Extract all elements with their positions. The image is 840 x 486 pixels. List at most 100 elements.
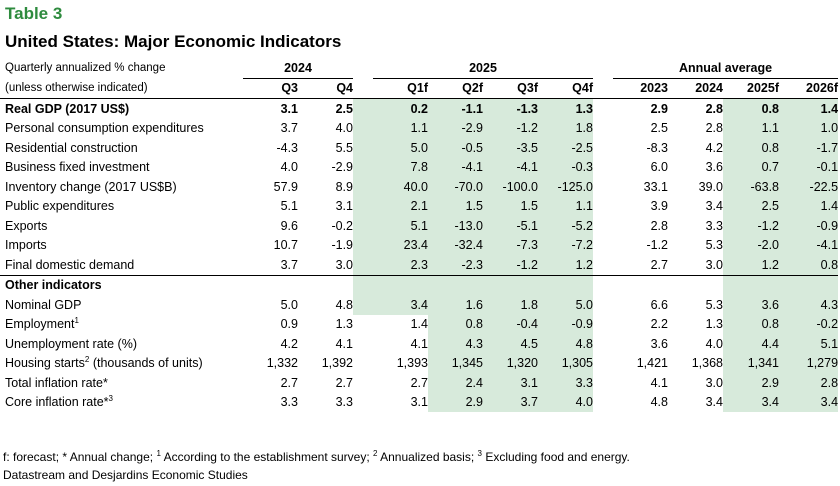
cell-value: 1.3 [538,98,593,119]
cell-value: 2.5 [335,101,353,116]
group-2025: 2025 [373,58,593,79]
cell-value: -7.3 [483,235,538,255]
cell-value: -70.0 [428,177,483,197]
cell-value: 4.8 [650,395,668,410]
cell-value: 6.6 [650,297,668,312]
cell-value: 2.8 [650,218,668,233]
row-label: Nominal GDP [5,297,82,312]
cell-value: 3.0 [705,375,723,390]
cell-value: 3.6 [650,336,668,351]
cell-value: 2.9 [428,392,483,412]
row-label: Core inflation rate*3 [5,394,113,410]
cell-value: 1.4 [410,317,428,332]
cell-value: 3.3 [705,218,723,233]
header-note-2: (unless otherwise indicated) [0,78,243,99]
cell-value: 5.0 [538,295,593,315]
cell-value: 4.0 [705,336,723,351]
cell-value: -7.2 [538,235,593,255]
table-row: Residential construction -4.3 5.5 5.0 -0.5 -3… [0,138,839,158]
cell-value: 2.7 [280,375,298,390]
table-row: Total inflation rate* 2.7 2.7 2.7 2.4 3.1 3.3 4… [0,373,839,393]
cell-value: 3.0 [668,255,723,276]
indicators-table: Quarterly annualized % change 2024 2025 … [0,58,839,412]
cell-value: 2.5 [723,196,779,216]
cell-value: 1.5 [483,196,538,216]
table-row: Final domestic demand 3.7 3.0 2.3 -2.3 -1.2 1.… [0,255,839,276]
cell-value: -2.5 [538,138,593,158]
cell-value: -1.1 [428,98,483,119]
cell-value: 0.8 [428,314,483,334]
cell-value: 40.0 [373,177,428,197]
cell-value: 0.7 [723,157,779,177]
cell-value: -22.5 [779,177,839,197]
table-row: Inventory change (2017 US$B) 57.9 8.9 40.0-… [0,177,839,197]
row-label: Total inflation rate* [5,375,108,390]
cell-value: -0.3 [538,157,593,177]
cell-value: 33.1 [643,179,668,194]
cell-value: 9.6 [280,218,298,233]
cell-value: 3.1 [280,101,298,116]
cell-value: 3.6 [723,295,779,315]
cell-value: 3.1 [483,373,538,393]
cell-value: 1,279 [779,353,839,373]
cell-value: 1,305 [538,353,593,373]
cell-value: 3.4 [705,199,723,214]
cell-value: 4.1 [410,336,428,351]
cell-value: 3.9 [650,199,668,214]
cell-value: -100.0 [483,177,538,197]
cell-value: 4.1 [335,336,353,351]
row-label: Final domestic demand [0,255,243,276]
cell-value: 1,341 [723,353,779,373]
table-row: Housing starts2 (thousands of units) 1,33… [0,353,839,373]
cell-value: 4.0 [335,121,353,136]
cell-value: 1.4 [779,196,839,216]
cell-value: -1.2 [723,216,779,236]
cell-value: 3.0 [298,255,353,276]
cell-value: 1.8 [483,295,538,315]
cell-value: 1.5 [428,196,483,216]
cell-value: 2.5 [650,121,668,136]
cell-value: -63.8 [723,177,779,197]
cell-value: 4.4 [723,334,779,354]
table-row: Unemployment rate (%) 4.2 4.1 4.1 4.3 4.5 4.8 3… [0,334,839,354]
row-label: Personal consumption expenditures [5,121,204,136]
cell-value: 1,393 [396,356,428,371]
cell-value: -32.4 [428,235,483,255]
cell-value: 3.4 [705,395,723,410]
row-label: Residential construction [5,140,138,155]
cell-value: 5.0 [373,138,428,158]
cell-value: 1.3 [705,317,723,332]
cell-value: 2.7 [410,375,428,390]
source-note: Datastream and Desjardins Economic Studi… [3,468,248,482]
table-row: Imports 10.7 -1.9 23.4 -32.4 -7.3 -7.2 -1.2 5.3-… [0,235,839,255]
col-header: Q4 [298,78,353,99]
cell-value: 6.0 [650,160,668,175]
cell-value: 1.4 [779,98,839,119]
cell-value: 8.9 [335,179,353,194]
cell-value: -125.0 [538,177,593,197]
cell-value: 2.7 [613,255,668,276]
cell-value: -1.7 [779,138,839,158]
table-row: Employment1 0.9 1.3 1.4 0.8 -0.4 -0.9 2.2 1.3 0.8… [0,314,839,334]
cell-value: 3.6 [705,160,723,175]
cell-value: 4.8 [335,297,353,312]
cell-value: -0.1 [779,157,839,177]
cell-value: -5.2 [538,216,593,236]
group-header-row: Quarterly annualized % change 2024 2025 … [0,58,839,79]
cell-value: -3.5 [483,138,538,158]
cell-value: 1,392 [321,356,353,371]
table-row: Exports 9.6 -0.2 5.1 -13.0 -5.1 -5.2 2.8 3.3 -1.2… [0,216,839,236]
col-header: Q2f [428,78,483,99]
cell-value: 2.2 [650,317,668,332]
cell-value: -1.2 [483,118,538,138]
row-label: Unemployment rate (%) [5,336,137,351]
cell-value: -1.3 [483,98,538,119]
cell-value: 1.0 [779,118,839,138]
cell-value: 1,345 [428,353,483,373]
cell-value: -4.1 [483,157,538,177]
cell-value: -4.1 [779,235,839,255]
cell-value: 7.8 [373,157,428,177]
cell-value: -2.9 [331,160,353,175]
cell-value: 23.4 [373,235,428,255]
cell-value: 4.8 [538,334,593,354]
